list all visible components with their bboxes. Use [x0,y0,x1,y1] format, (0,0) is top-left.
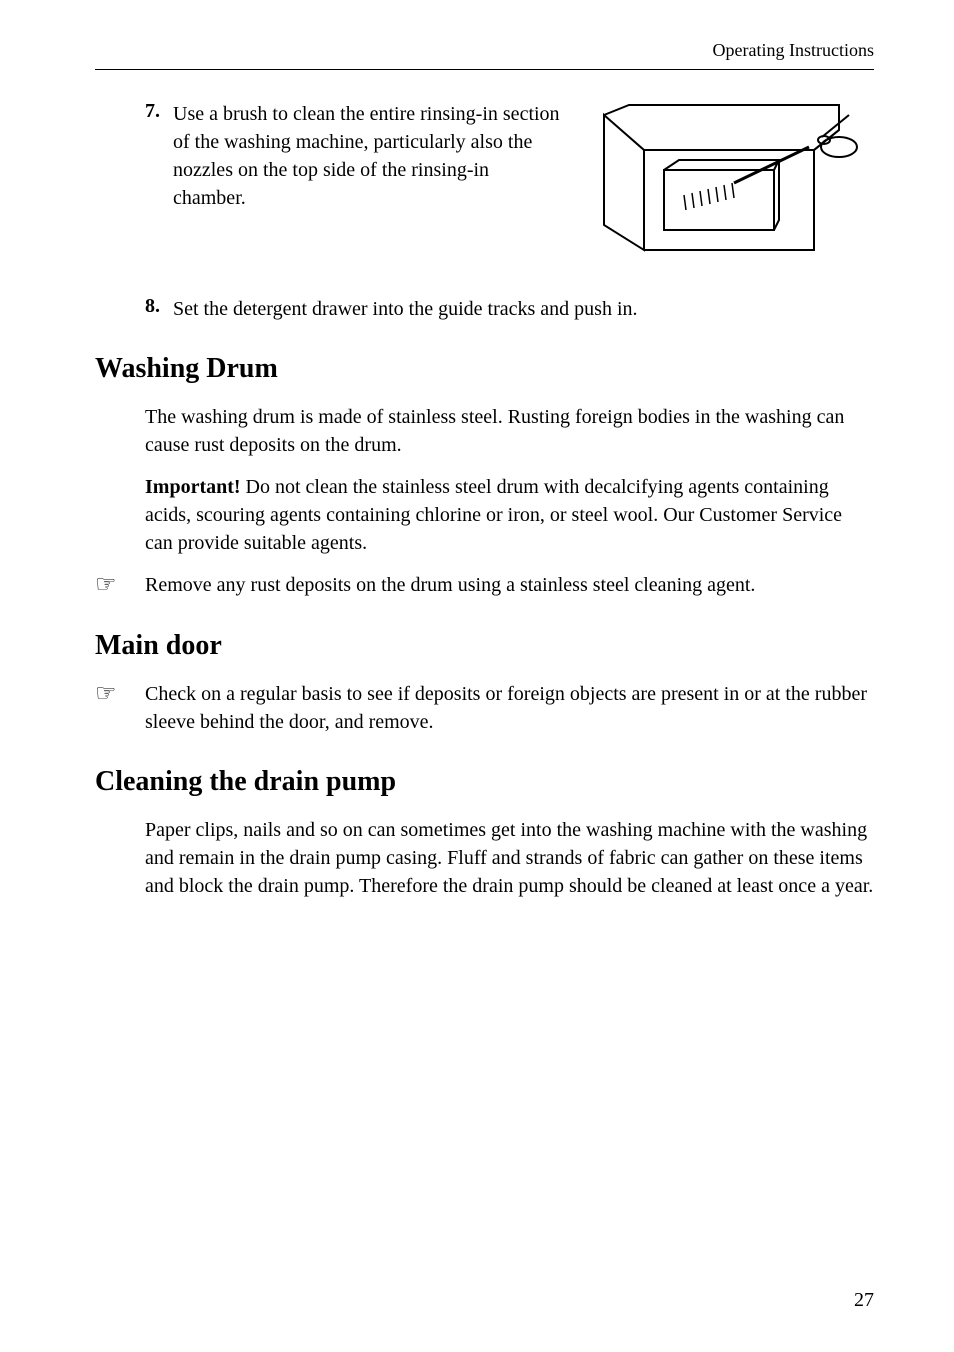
drum-paragraph-2: Do not clean the stainless steel drum wi… [145,476,842,554]
door-pointer-1: ☞ Check on a regular basis to see if dep… [95,680,874,736]
step-8: 8. Set the detergent drawer into the gui… [145,295,874,323]
pump-paragraph-1: Paper clips, nails and so on can sometim… [145,816,874,900]
drawer-brush-illustration [584,95,874,265]
drum-paragraph-1: The washing drum is made of stainless st… [145,403,874,459]
main-content: 7. Use a brush to clean the entire rinsi… [95,100,874,900]
step-7-number: 7. [145,100,173,212]
main-door-heading: Main door [95,630,874,662]
step-8-number: 8. [145,295,173,323]
step-7: 7. Use a brush to clean the entire rinsi… [145,100,564,212]
drum-pointer-1-text: Remove any rust deposits on the drum usi… [145,571,874,600]
important-label: Important! [145,476,241,498]
step-7-container: 7. Use a brush to clean the entire rinsi… [145,100,874,265]
drum-pointer-1: ☞ Remove any rust deposits on the drum u… [95,571,874,600]
hand-pointer-icon: ☞ [95,680,145,736]
header-title: Operating Instructions [713,40,874,60]
washing-drum-heading: Washing Drum [95,353,874,385]
page-number: 27 [854,1289,874,1312]
door-pointer-1-text: Check on a regular basis to see if depos… [145,680,874,736]
hand-pointer-icon: ☞ [95,571,145,600]
page-header: Operating Instructions [95,40,874,70]
step-8-text: Set the detergent drawer into the guide … [173,295,874,323]
drum-important-paragraph: Important! Do not clean the stainless st… [145,473,874,557]
cleaning-pump-heading: Cleaning the drain pump [95,766,874,798]
step-7-text: Use a brush to clean the entire rinsing-… [173,100,564,212]
